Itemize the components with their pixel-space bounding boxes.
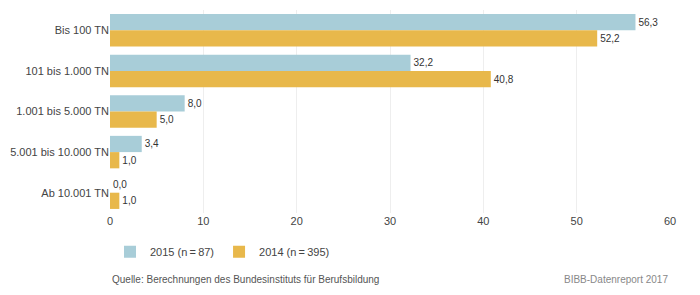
svg-text:Ab 10.001 TN: Ab 10.001 TN <box>41 187 109 199</box>
svg-text:60: 60 <box>664 215 676 227</box>
svg-text:3,4: 3,4 <box>145 138 159 149</box>
svg-text:1.001 bis 5.000 TN: 1.001 bis 5.000 TN <box>16 105 109 117</box>
svg-text:BIBB-Datenreport 2017: BIBB-Datenreport 2017 <box>564 274 668 285</box>
svg-text:10: 10 <box>197 215 209 227</box>
svg-text:20: 20 <box>291 215 303 227</box>
svg-text:1,0: 1,0 <box>122 155 136 166</box>
svg-text:30: 30 <box>384 215 396 227</box>
svg-text:56,3: 56,3 <box>638 17 658 28</box>
svg-text:52,2: 52,2 <box>600 33 620 44</box>
svg-text:Quelle: Berechnungen des Bunde: Quelle: Berechnungen des Bundesinstituts… <box>112 274 379 285</box>
svg-text:101 bis 1.000 TN: 101 bis 1.000 TN <box>25 65 109 77</box>
svg-text:50: 50 <box>571 215 583 227</box>
svg-text:2014 (n = 395): 2014 (n = 395) <box>259 246 329 258</box>
svg-text:0,0: 0,0 <box>113 179 127 190</box>
svg-text:8,0: 8,0 <box>188 98 202 109</box>
svg-text:5,0: 5,0 <box>160 114 174 125</box>
svg-text:Bis 100 TN: Bis 100 TN <box>55 24 109 36</box>
svg-text:40: 40 <box>477 215 489 227</box>
svg-text:2015 (n = 87): 2015 (n = 87) <box>150 246 214 258</box>
svg-text:0: 0 <box>107 215 113 227</box>
svg-text:1,0: 1,0 <box>122 195 136 206</box>
svg-text:5.001 bis 10.000 TN: 5.001 bis 10.000 TN <box>10 146 109 158</box>
svg-text:40,8: 40,8 <box>494 74 514 85</box>
svg-text:32,2: 32,2 <box>414 57 434 68</box>
